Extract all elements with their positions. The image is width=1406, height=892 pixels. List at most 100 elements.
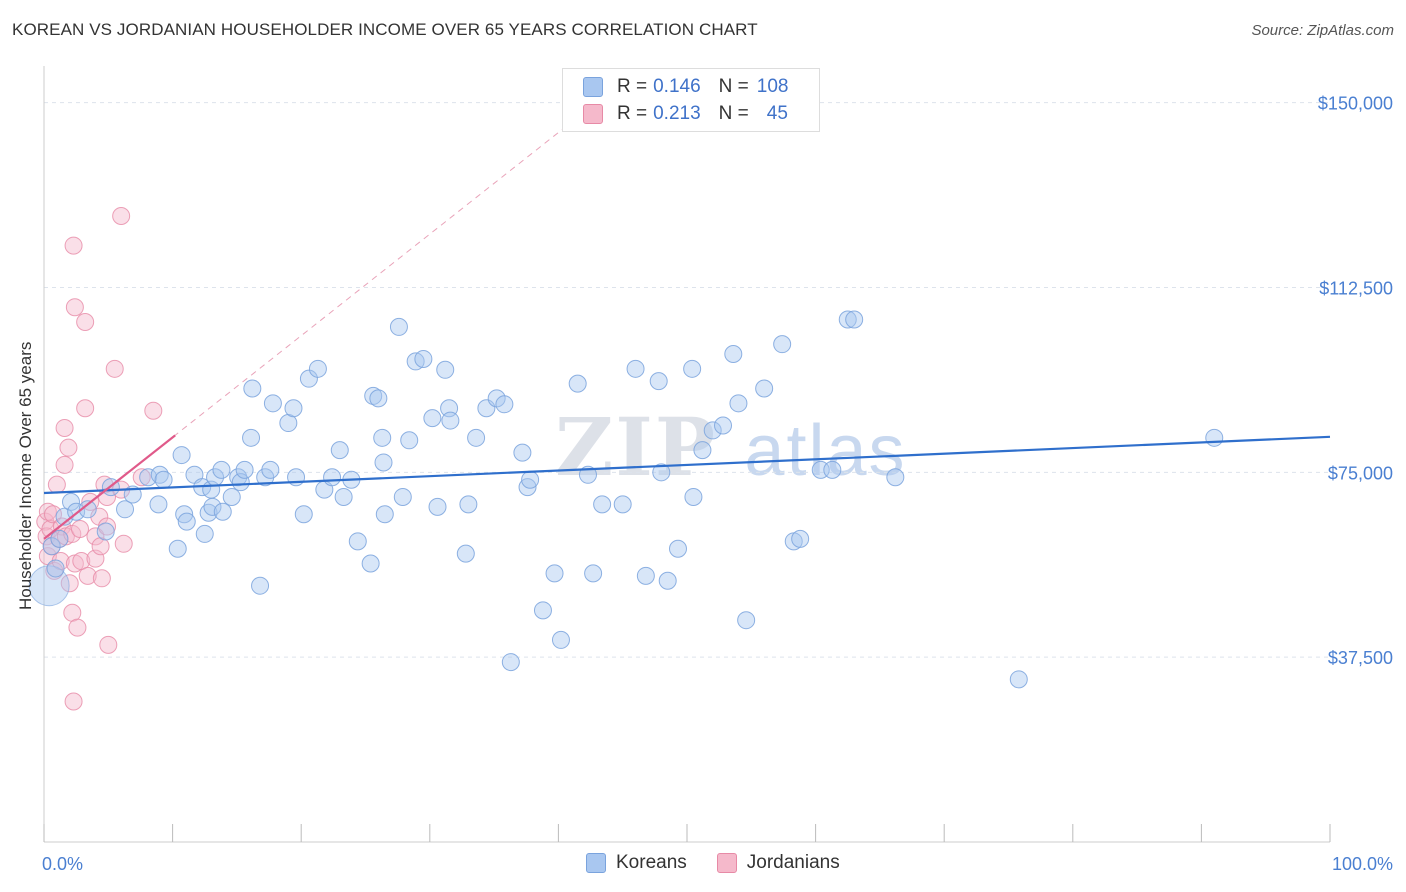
- legend-n-label: N =: [718, 103, 749, 124]
- korean-point: [96, 522, 115, 541]
- korean-point: [724, 345, 743, 364]
- legend-r-label: R =: [617, 76, 648, 97]
- jordanian-point: [55, 418, 74, 437]
- korean-point: [172, 446, 191, 465]
- korean-point: [62, 492, 81, 511]
- korean-point: [626, 359, 645, 378]
- korean-point: [149, 495, 168, 514]
- korean-point: [393, 487, 412, 506]
- korean-point: [375, 505, 394, 524]
- korean-point: [414, 349, 433, 368]
- korean-point: [755, 379, 774, 398]
- grid-lines: [44, 102, 1330, 658]
- jordanian-point: [76, 312, 95, 331]
- jordanian-point: [114, 534, 133, 553]
- correlation-legend: R = 0.146 N = 108 R = 0.213 N = 45: [562, 68, 820, 132]
- series-legend-jordanians[interactable]: Jordanians: [716, 852, 840, 874]
- korean-point: [261, 460, 280, 479]
- watermark-zip: ZIP: [555, 400, 717, 494]
- korean-point: [243, 379, 262, 398]
- korean-point: [886, 468, 905, 487]
- korean-point: [78, 500, 97, 519]
- korean-point: [323, 468, 342, 487]
- legend-n-label: N =: [718, 76, 749, 97]
- jordanian-point: [99, 635, 118, 654]
- trend-lines: [43, 121, 1331, 540]
- y-axis-label: Householder Income Over 65 years: [16, 341, 35, 610]
- korean-trend-line: [43, 435, 1331, 495]
- korean-point: [299, 369, 318, 388]
- korean-point: [251, 576, 270, 595]
- korean-points: [28, 310, 1224, 689]
- korean-point: [308, 359, 327, 378]
- korean-point: [684, 487, 703, 506]
- tick-labels: $37,500 $75,000 $112,500 $150,000 0.0% 100.0%: [42, 94, 1393, 874]
- korean-point: [436, 360, 455, 379]
- legend-n-value: 108: [756, 76, 789, 97]
- korean-point: [652, 463, 671, 482]
- korean-point: [668, 539, 687, 558]
- korean-point: [177, 512, 196, 531]
- korean-point: [693, 441, 712, 460]
- jordanian-point: [105, 359, 124, 378]
- korean-point: [459, 495, 478, 514]
- korean-point: [423, 409, 442, 428]
- korean-point: [518, 478, 537, 497]
- legend-n-value: 45: [766, 103, 788, 124]
- jordanian-point: [112, 207, 131, 226]
- korean-point: [373, 428, 392, 447]
- korean-point: [513, 443, 532, 462]
- series-label-jordanians: Jordanians: [746, 852, 840, 873]
- korean-point: [263, 394, 282, 413]
- korean-point: [584, 564, 603, 583]
- korean-point: [139, 468, 158, 487]
- legend-r-value: 0.213: [653, 103, 701, 124]
- watermark: ZIP atlas: [555, 400, 907, 494]
- korean-point: [823, 460, 842, 479]
- korean-point: [168, 539, 187, 558]
- korean-point: [400, 431, 419, 450]
- y-tick-label: $150,000: [1318, 94, 1393, 114]
- jordanian-point: [55, 455, 74, 474]
- korean-point: [212, 460, 231, 479]
- korean-point: [294, 505, 313, 524]
- jordanian-point: [38, 502, 57, 521]
- korean-point: [658, 571, 677, 590]
- korean-point: [334, 487, 353, 506]
- jordanian-point: [44, 505, 63, 524]
- korean-point: [369, 389, 388, 408]
- korean-point: [773, 335, 792, 354]
- korean-point: [703, 421, 722, 440]
- korean-point: [364, 386, 383, 405]
- korean-point: [330, 441, 349, 460]
- jordanian-point: [78, 566, 97, 585]
- korean-point: [467, 428, 486, 447]
- korean-point: [235, 460, 254, 479]
- korean-point: [649, 372, 668, 391]
- series-swatch-jordanians: [716, 853, 737, 873]
- korean-point: [838, 310, 857, 329]
- x-tick-label-min: 0.0%: [42, 854, 83, 874]
- korean-point: [533, 601, 552, 620]
- legend-swatch-jordanians: [583, 104, 603, 124]
- korean-point: [428, 497, 447, 516]
- korean-point: [737, 611, 756, 630]
- legend-row-koreans: R = 0.146 N = 108: [583, 75, 788, 99]
- series-label-koreans: Koreans: [616, 852, 687, 873]
- jordanian-point: [76, 399, 95, 418]
- korean-point: [501, 653, 520, 672]
- korean-point: [636, 566, 655, 585]
- korean-point: [50, 529, 69, 548]
- korean-point: [203, 497, 222, 516]
- korean-point: [729, 394, 748, 413]
- korean-point: [568, 374, 587, 393]
- jordanian-point: [71, 520, 90, 539]
- jordanian-point: [60, 574, 79, 593]
- series-swatch-koreans: [586, 853, 606, 873]
- series-legend-koreans[interactable]: Koreans: [586, 852, 687, 874]
- korean-point: [495, 395, 514, 414]
- korean-point: [456, 544, 475, 563]
- jordanian-point: [68, 618, 87, 637]
- korean-point: [593, 495, 612, 514]
